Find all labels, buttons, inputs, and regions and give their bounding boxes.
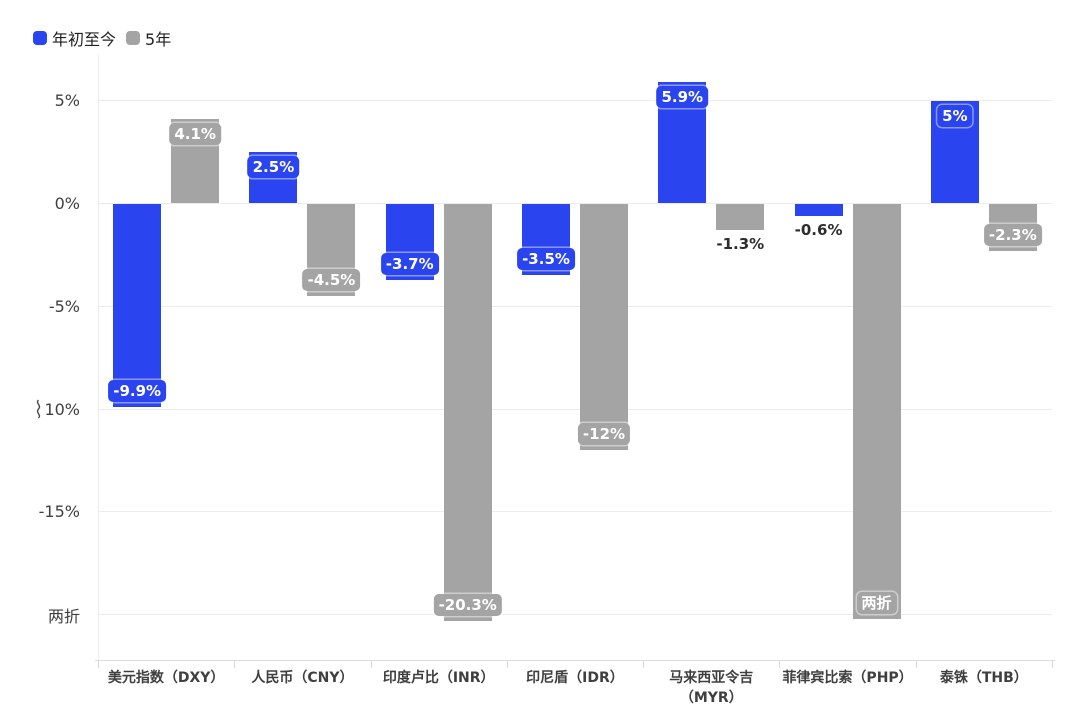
bar-5y-2[interactable] <box>443 203 492 621</box>
y-axis-tick-text: 10% <box>44 399 80 419</box>
bar-value-label: -0.6% <box>794 220 843 239</box>
bar-value-label: 2.5% <box>247 156 300 179</box>
x-axis-label-3: 印尼盾（IDR） <box>526 670 624 686</box>
gridline-5 <box>98 100 1052 102</box>
legend-item-5y[interactable]: 5年 <box>126 26 171 50</box>
legend-swatch-ytd-icon <box>33 31 47 45</box>
x-axis-label-0: 美元指数（DXY） <box>107 670 225 686</box>
legend-label-5y: 5年 <box>145 30 172 49</box>
bar-value-label: 5.9% <box>656 86 709 109</box>
y-axis-tick-label: -5% <box>48 296 80 316</box>
x-axis-label-6: 泰铢（THB） <box>939 670 1028 686</box>
bar-value-label: -9.9% <box>108 380 167 403</box>
bar-value-label: -20.3% <box>433 593 502 616</box>
x-axis-label-1: 人民币（CNY） <box>251 670 354 686</box>
bar-5y-5[interactable] <box>852 203 901 619</box>
y-axis-tick-label: 两折 <box>47 606 80 626</box>
gridline-0 <box>98 203 1052 204</box>
x-axis-tick <box>915 660 917 668</box>
bar-ytd-5[interactable] <box>794 203 843 216</box>
axis-break-icon <box>37 399 41 419</box>
x-axis-tick <box>1052 660 1053 668</box>
bar-value-label: 两折 <box>856 591 897 614</box>
x-axis-label-4: 马来西亚令吉（MYR） <box>669 670 754 706</box>
bar-value-label: -12% <box>577 423 631 446</box>
legend-item-ytd[interactable]: 年初至今 <box>33 26 116 50</box>
y-axis-tick-label: 10% <box>16 398 80 420</box>
bar-value-label: -3.5% <box>517 248 575 271</box>
gridline--15 <box>98 511 1052 513</box>
bar-value-label: 5% <box>937 104 973 127</box>
bar-5y-3[interactable] <box>580 203 628 451</box>
x-axis-label-5: 菲律宾比索（PHP） <box>782 670 913 686</box>
x-axis-tick <box>779 660 781 668</box>
gridline--20 <box>98 614 1052 616</box>
x-axis-tick <box>506 660 508 668</box>
bar-value-label: 4.1% <box>169 123 221 146</box>
bar-ytd-0[interactable] <box>113 203 162 408</box>
legend-label-ytd: 年初至今 <box>52 30 117 49</box>
y-axis-line <box>98 55 99 660</box>
y-axis-tick-label: 0% <box>54 194 80 213</box>
legend-swatch-5y-icon <box>126 31 141 45</box>
x-axis-tick <box>98 660 99 668</box>
gridline--10 <box>98 408 1052 410</box>
x-axis-line <box>95 660 1055 661</box>
chart-legend: 年初至今 5年 <box>33 26 171 50</box>
y-axis-tick-label: -15% <box>38 502 80 522</box>
x-axis-label-2: 印度卢比（INR） <box>382 670 495 686</box>
bar-value-label: -1.3% <box>716 235 765 254</box>
x-axis-tick <box>370 660 372 668</box>
bar-value-label: -2.3% <box>983 223 1042 246</box>
y-axis-tick-label: 5% <box>54 91 80 111</box>
bar-5y-4[interactable] <box>716 203 765 231</box>
gridline--5 <box>98 305 1052 307</box>
bar-value-label: -3.7% <box>380 252 439 275</box>
x-axis-tick <box>643 660 645 668</box>
bar-value-label: -4.5% <box>302 269 361 292</box>
x-axis-tick <box>234 660 236 668</box>
